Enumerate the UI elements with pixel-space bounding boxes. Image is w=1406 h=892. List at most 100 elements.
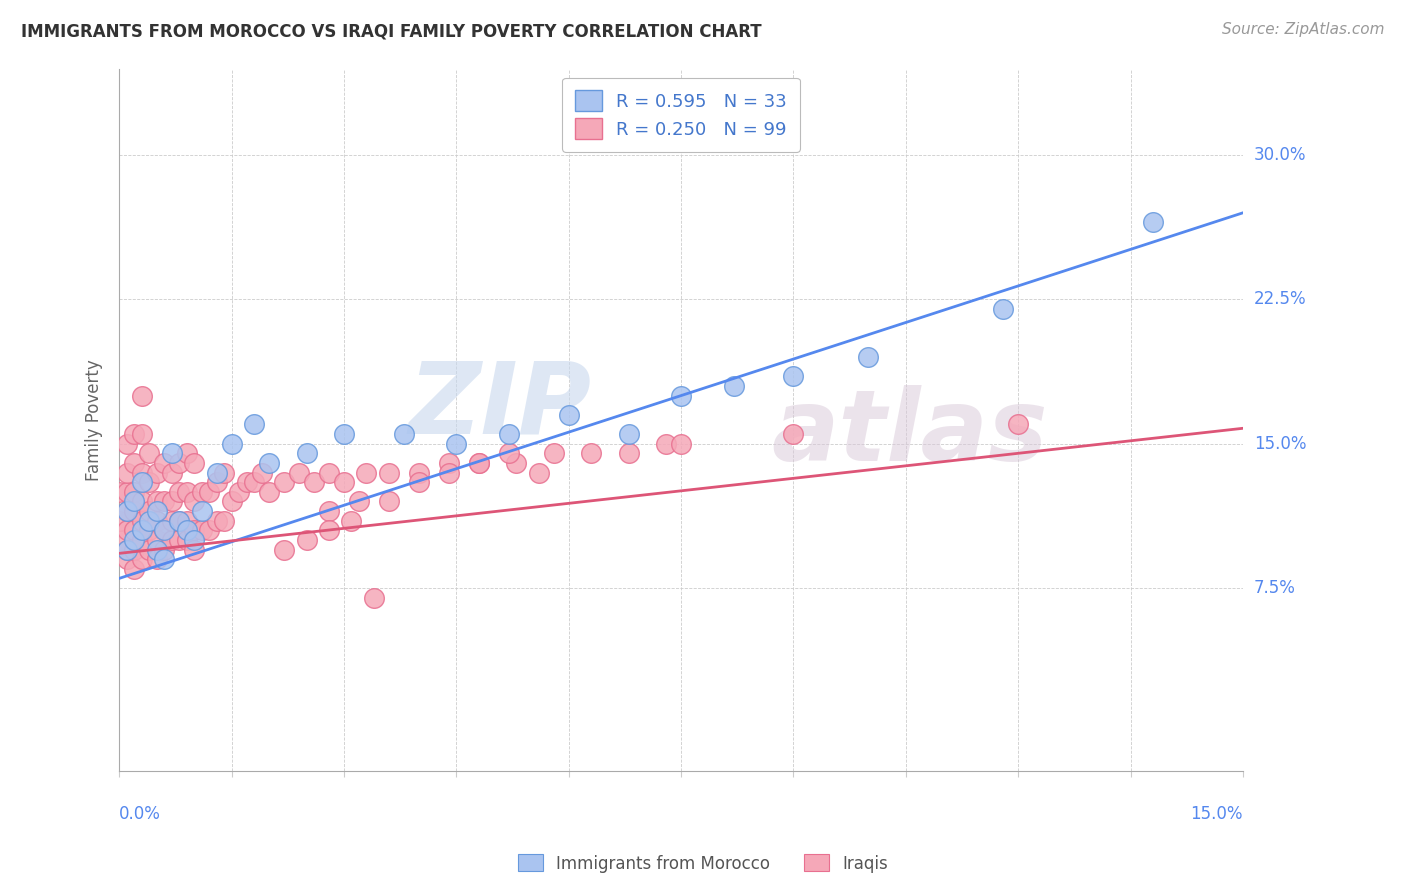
Point <box>122 562 145 576</box>
Legend: R = 0.595   N = 33, R = 0.250   N = 99: R = 0.595 N = 33, R = 0.250 N = 99 <box>562 78 800 152</box>
Point <box>505 456 527 470</box>
Point <box>318 504 340 518</box>
Point <box>205 514 228 528</box>
Point <box>115 466 138 480</box>
Point <box>257 456 280 470</box>
Point <box>131 427 153 442</box>
Point <box>446 436 468 450</box>
Point <box>288 466 311 480</box>
Point <box>527 466 550 480</box>
Point <box>235 475 257 490</box>
Point <box>437 466 460 480</box>
Point <box>122 484 145 499</box>
Point <box>340 514 363 528</box>
Point <box>183 542 205 557</box>
Point <box>557 408 579 422</box>
Point <box>122 523 145 537</box>
Point <box>145 466 167 480</box>
Point <box>138 542 160 557</box>
Point <box>468 456 491 470</box>
Point <box>167 514 190 528</box>
Point <box>363 591 385 605</box>
Point <box>378 466 401 480</box>
Point <box>115 504 138 518</box>
Point <box>145 514 167 528</box>
Point <box>243 475 266 490</box>
Point <box>153 523 176 537</box>
Point <box>153 552 176 566</box>
Point <box>176 446 198 460</box>
Point <box>131 388 153 402</box>
Point <box>160 446 183 460</box>
Point <box>333 427 356 442</box>
Point <box>115 484 138 499</box>
Point <box>122 427 145 442</box>
Point <box>138 446 160 460</box>
Legend: Immigrants from Morocco, Iraqis: Immigrants from Morocco, Iraqis <box>512 847 894 880</box>
Point <box>122 494 145 508</box>
Point <box>437 456 460 470</box>
Point <box>617 446 640 460</box>
Point <box>153 456 176 470</box>
Point <box>543 446 565 460</box>
Point <box>1007 417 1029 432</box>
Point <box>198 523 221 537</box>
Point <box>212 514 235 528</box>
Point <box>318 523 340 537</box>
Point <box>131 552 153 566</box>
Point <box>273 475 295 490</box>
Point <box>160 466 183 480</box>
Point <box>183 494 205 508</box>
Point <box>131 514 153 528</box>
Point <box>205 466 228 480</box>
Point <box>153 523 176 537</box>
Point <box>122 504 145 518</box>
Point <box>221 494 243 508</box>
Point <box>669 436 692 450</box>
Point <box>131 494 153 508</box>
Point <box>145 533 167 547</box>
Point <box>1142 215 1164 229</box>
Point <box>115 436 138 450</box>
Point <box>858 350 880 364</box>
Point <box>138 475 160 490</box>
Point <box>167 484 190 499</box>
Text: ZIP: ZIP <box>408 357 591 454</box>
Point <box>167 456 190 470</box>
Point <box>145 552 167 566</box>
Point <box>160 494 183 508</box>
Point <box>108 514 131 528</box>
Text: IMMIGRANTS FROM MOROCCO VS IRAQI FAMILY POVERTY CORRELATION CHART: IMMIGRANTS FROM MOROCCO VS IRAQI FAMILY … <box>21 22 762 40</box>
Text: 30.0%: 30.0% <box>1254 146 1306 164</box>
Point <box>108 533 131 547</box>
Point <box>221 436 243 450</box>
Point <box>176 533 198 547</box>
Point <box>145 494 167 508</box>
Point <box>122 542 145 557</box>
Point <box>617 427 640 442</box>
Point <box>190 504 212 518</box>
Point <box>131 466 153 480</box>
Point <box>212 466 235 480</box>
Point <box>273 542 295 557</box>
Point <box>190 523 212 537</box>
Point <box>408 475 430 490</box>
Text: atlas: atlas <box>770 385 1047 483</box>
Point <box>153 494 176 508</box>
Point <box>160 514 183 528</box>
Point <box>167 533 190 547</box>
Point <box>190 484 212 499</box>
Point <box>183 456 205 470</box>
Point <box>347 494 370 508</box>
Point <box>408 466 430 480</box>
Point <box>782 427 804 442</box>
Point <box>498 446 520 460</box>
Point <box>198 484 221 499</box>
Point <box>250 466 273 480</box>
Point <box>669 388 692 402</box>
Point <box>356 466 378 480</box>
Point <box>176 514 198 528</box>
Point <box>655 436 678 450</box>
Point <box>176 484 198 499</box>
Text: 0.0%: 0.0% <box>120 805 162 823</box>
